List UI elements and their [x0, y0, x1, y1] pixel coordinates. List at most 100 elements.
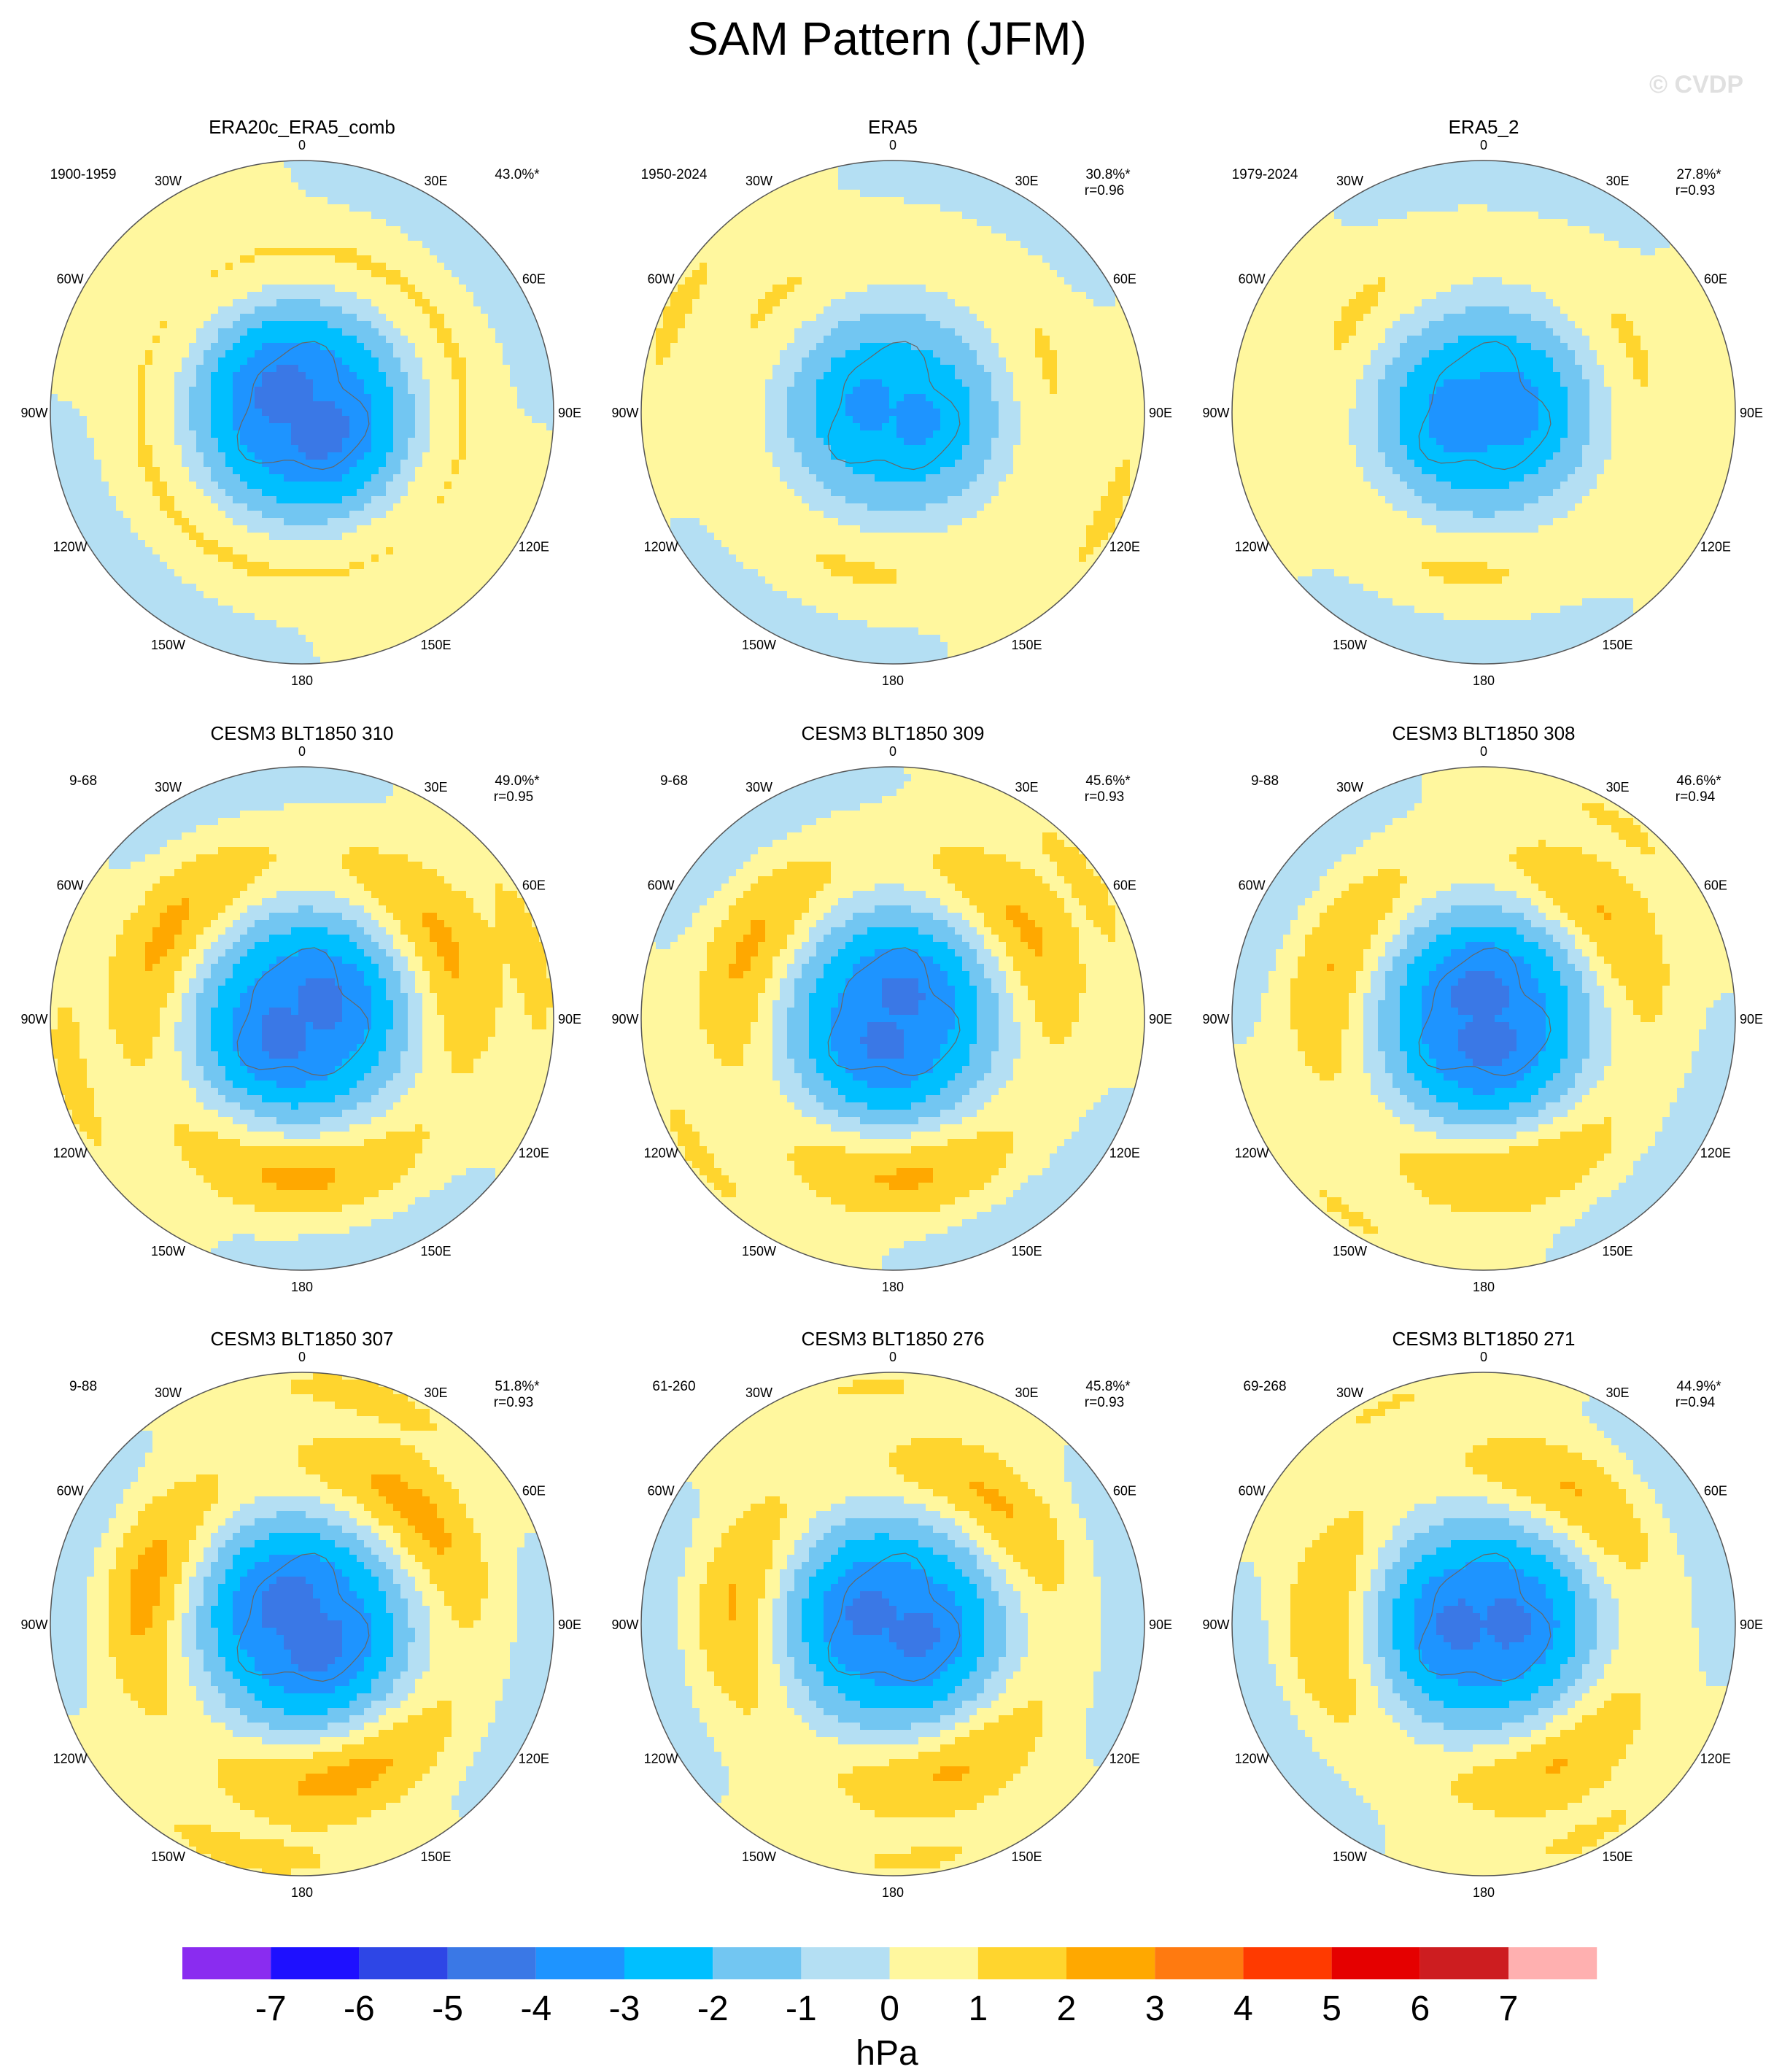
lon-label: 60E [1704, 1484, 1727, 1499]
lon-label: 150E [1602, 638, 1632, 652]
panel-pattern-corr: r=0.93 [1085, 789, 1124, 805]
lon-label: 30E [1605, 780, 1629, 795]
panel-period: 9-68 [660, 773, 688, 789]
lon-label: 150E [1011, 1849, 1042, 1864]
lon-label: 120W [53, 1752, 88, 1766]
map-panel: 0 30E 60E 90E 120E 150E 180 150W 120W 90W 60W 30W CE… [20, 1328, 581, 1900]
map-boundary [1231, 160, 1736, 665]
lon-label: 60W [57, 1484, 84, 1499]
lon-label: 120W [1235, 1752, 1269, 1766]
panel-title: ERA5_2 [1449, 116, 1519, 138]
contour-field [50, 161, 554, 664]
lon-label: 150W [1333, 638, 1367, 652]
panel-title: CESM3 BLT1850 271 [1393, 1328, 1576, 1350]
panel-period: 1900-1959 [50, 167, 117, 182]
colorbar-swatch [1155, 1947, 1244, 1979]
colorbar-tick-label: 7 [1499, 1990, 1519, 2028]
lon-label: 180 [291, 673, 313, 688]
lon-label: 120W [1235, 540, 1269, 554]
colorbar-swatch [182, 1947, 271, 1979]
panel-title: CESM3 BLT1850 307 [211, 1328, 394, 1350]
lon-label: 120E [519, 1752, 549, 1766]
colorbar-swatch [889, 1947, 978, 1979]
lon-label: 60E [1113, 878, 1136, 893]
panel-pct-variance: 46.6%* [1676, 773, 1721, 789]
lon-label: 0 [298, 138, 306, 152]
contour-field [1232, 161, 1735, 664]
antarctica-coastline [1418, 1553, 1552, 1682]
antarctica-coastline [1418, 947, 1552, 1077]
antarctica-coastline [236, 947, 370, 1077]
lon-label: 60W [57, 878, 84, 893]
map-boundary [50, 1372, 554, 1876]
lon-label: 60E [1704, 272, 1727, 287]
panel-period: 1950-2024 [641, 167, 708, 182]
lon-label: 150E [420, 1244, 451, 1259]
colorbar-swatch [535, 1947, 624, 1979]
lon-label: 180 [1473, 673, 1495, 688]
panel-pct-variance: 30.8%* [1085, 167, 1131, 182]
lon-label: 120W [644, 1752, 678, 1766]
map-panel: 0 30E 60E 90E 120E 150E 180 150W 120W 90W 60W 30W CE… [611, 722, 1172, 1294]
colorbar-tick-label: 6 [1410, 1990, 1430, 2028]
colorbar-tick-label: 5 [1322, 1990, 1341, 2028]
contour-field [641, 1372, 1144, 1876]
antarctica-coastline [827, 947, 961, 1077]
colorbar-swatch [713, 1947, 802, 1979]
lon-label: 90E [1740, 406, 1763, 420]
contour-field [50, 767, 554, 1270]
lon-label: 120E [519, 1146, 549, 1161]
panel-pattern-corr: r=0.94 [1676, 1395, 1716, 1410]
map-boundary [640, 766, 1145, 1271]
lon-label: 30W [1336, 174, 1363, 188]
panel-pattern-corr: r=0.96 [1085, 183, 1124, 198]
lon-label: 150W [151, 1849, 185, 1864]
map-boundary [640, 160, 1145, 665]
lon-label: 150E [420, 638, 451, 652]
lon-label: 90W [611, 1012, 638, 1027]
lon-label: 30E [1015, 174, 1038, 188]
lon-label: 150W [742, 1244, 776, 1259]
lon-label: 180 [291, 1280, 313, 1294]
colorbar-tick-label: 2 [1057, 1990, 1077, 2028]
antarctica-coastline [827, 1553, 961, 1682]
colorbar-swatch [1419, 1947, 1508, 1979]
lon-label: 60E [522, 272, 546, 287]
lon-label: 60E [1113, 272, 1136, 287]
lon-label: 90W [1202, 1617, 1229, 1632]
antarctica-coastline [236, 1553, 370, 1682]
panel-title: CESM3 BLT1850 308 [1393, 722, 1576, 744]
panel-pct-variance: 43.0%* [495, 167, 540, 182]
map-panel: 0 30E 60E 90E 120E 150E 180 150W 120W 90W 60W 30W ER… [20, 116, 581, 688]
panel-pct-variance: 44.9%* [1676, 1379, 1721, 1394]
lon-label: 30W [155, 1385, 182, 1400]
lon-label: 150W [151, 638, 185, 652]
lon-label: 0 [298, 1350, 306, 1364]
panel-pattern-corr: r=0.95 [494, 789, 533, 805]
lon-label: 30W [155, 780, 182, 795]
lon-label: 120E [1109, 1146, 1140, 1161]
lon-label: 90E [1149, 406, 1172, 420]
lon-label: 90W [20, 406, 47, 420]
colorbar-swatch [801, 1947, 890, 1979]
contour-field [1232, 767, 1735, 1270]
lon-label: 0 [298, 744, 306, 759]
lon-label: 0 [1480, 1350, 1487, 1364]
lon-label: 60W [1239, 878, 1266, 893]
lon-label: 60W [57, 272, 84, 287]
lon-label: 60W [648, 878, 675, 893]
lon-label: 150E [1011, 1244, 1042, 1259]
map-boundary [50, 766, 554, 1271]
lon-label: 30E [1605, 1385, 1629, 1400]
panel-pct-variance: 27.8%* [1676, 167, 1721, 182]
panel-period: 1979-2024 [1232, 167, 1298, 182]
lon-label: 60E [1704, 878, 1727, 893]
lon-label: 120W [53, 540, 88, 554]
panel-title: CESM3 BLT1850 310 [211, 722, 394, 744]
panel-pct-variance: 45.6%* [1085, 773, 1131, 789]
panel-pattern-corr: r=0.93 [1676, 183, 1715, 198]
colorbar-tick-label: -3 [609, 1990, 640, 2028]
colorbar-tick-label: 1 [968, 1990, 988, 2028]
panel-title: ERA20c_ERA5_comb [209, 116, 395, 138]
contour-field [1232, 1372, 1735, 1876]
